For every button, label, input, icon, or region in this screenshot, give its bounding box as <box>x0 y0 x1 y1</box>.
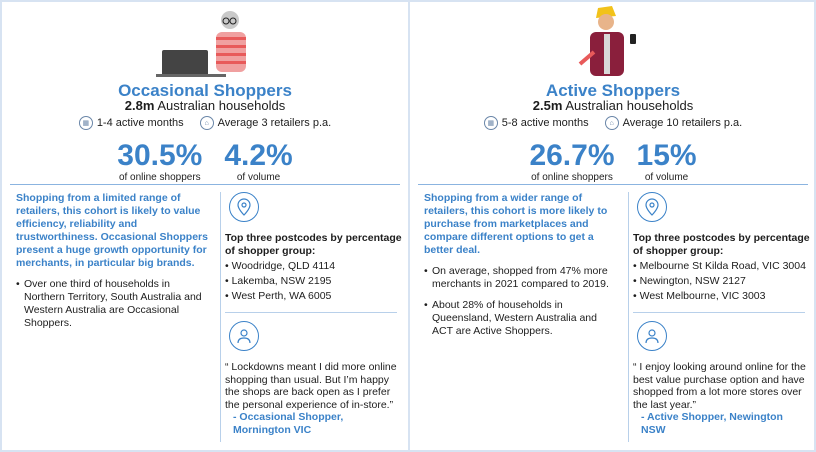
panel-title: Occasional Shoppers <box>118 81 292 100</box>
list-item: • Over one third of households in Norther… <box>16 278 208 330</box>
volume-stat: 4.2% of volume <box>224 139 293 184</box>
postcode-column: Top three postcodes by percentage of sho… <box>220 192 402 442</box>
postcode-text: Newington, NSW 2127 <box>639 275 746 287</box>
stat-label: of online shoppers <box>118 172 201 183</box>
list-item-text: Over one third of households in Northern… <box>24 278 202 329</box>
store-icon: ⌂ <box>604 116 619 130</box>
description-column: Shopping from a limited range of retaile… <box>16 192 208 330</box>
occasional-shoppers-panel: Occasional Shoppers 2.8m Australian hous… <box>2 0 408 452</box>
postcode-text: Lakemba, NSW 2195 <box>231 275 332 287</box>
postcode-text: Melbourne St Kilda Road, VIC 3004 <box>639 260 806 272</box>
quote-attribution: - Active Shopper, Newington NSW <box>641 411 783 436</box>
postcode-text: West Melbourne, VIC 3003 <box>639 290 766 302</box>
location-pin-icon <box>229 192 259 222</box>
stat-value: 30.5% <box>117 139 203 172</box>
list-item: • West Perth, WA 6005 <box>225 290 332 302</box>
stat-value: 26.7% <box>529 139 615 172</box>
description-column: Shopping from a wider range of retailers… <box>424 192 616 338</box>
online-shoppers-stat: 30.5% of online shoppers <box>117 139 203 184</box>
households-label: Australian households <box>157 98 286 113</box>
quote-text: “ I enjoy looking around online for the … <box>633 361 806 411</box>
retailers-label: Average 10 retailers p.a. <box>622 117 743 129</box>
tag-row: ▦ 1-4 active months ⌂ Average 3 retailer… <box>2 116 408 130</box>
stat-label: of volume <box>236 172 281 183</box>
panel-divider <box>408 0 410 452</box>
retailers-tag: ⌂ Average 10 retailers p.a. <box>604 116 743 130</box>
stat-value: 15% <box>636 139 697 172</box>
stat-label: of online shoppers <box>531 172 613 183</box>
person-phone-illustration <box>578 6 636 76</box>
active-months-label: 5-8 active months <box>501 117 589 129</box>
postcode-text: West Perth, WA 6005 <box>231 290 332 302</box>
online-shoppers-stat: 26.7% of online shoppers <box>529 139 615 184</box>
active-months-tag: ▦ 5-8 active months <box>483 116 589 130</box>
tag-row: ▦ 5-8 active months ⌂ Average 10 retaile… <box>410 116 816 130</box>
list-item: • Newington, NSW 2127 <box>633 275 746 287</box>
active-months-label: 1-4 active months <box>96 117 184 129</box>
section-divider <box>10 184 400 185</box>
households-line: 2.8m Australian households <box>2 98 408 113</box>
intro-text: Shopping from a limited range of retaile… <box>16 192 208 269</box>
postcode-title: Top three postcodes by percentage of sho… <box>633 232 810 257</box>
list-item: • Melbourne St Kilda Road, VIC 3004 <box>633 260 806 272</box>
retailers-label: Average 3 retailers p.a. <box>217 117 332 129</box>
list-item: • Lakemba, NSW 2195 <box>225 275 332 287</box>
location-pin-icon <box>637 192 667 222</box>
divider <box>225 312 397 313</box>
households-line: 2.5m Australian households <box>410 98 816 113</box>
user-icon <box>229 321 259 351</box>
stat-row: 30.5% of online shoppers 4.2% of volume <box>2 139 408 184</box>
households-value: 2.8m <box>124 98 155 113</box>
list-item: • About 28% of households in Queensland, … <box>424 299 616 338</box>
list-item: • On average, shopped from 47% more merch… <box>424 265 616 291</box>
list-item: • Woodridge, QLD 4114 <box>225 260 336 272</box>
quote-attribution: - Occasional Shopper, Mornington VIC <box>233 411 344 436</box>
list-item: • West Melbourne, VIC 3003 <box>633 290 766 302</box>
intro-text: Shopping from a wider range of retailers… <box>424 192 608 256</box>
retailers-tag: ⌂ Average 3 retailers p.a. <box>199 116 332 130</box>
calendar-icon: ▦ <box>78 116 93 130</box>
active-months-tag: ▦ 1-4 active months <box>78 116 184 130</box>
section-divider <box>418 184 808 185</box>
panel-title: Active Shoppers <box>545 81 681 100</box>
list-item-text: On average, shopped from 47% more mercha… <box>432 265 609 290</box>
store-icon: ⌂ <box>199 116 214 130</box>
households-value: 2.5m <box>532 98 563 113</box>
postcode-column: Top three postcodes by percentage of sho… <box>628 192 810 442</box>
stat-row: 26.7% of online shoppers 15% of volume <box>410 139 816 184</box>
user-icon <box>637 321 667 351</box>
active-shoppers-panel: Active Shoppers 2.5m Australian househol… <box>410 0 816 452</box>
quote-text: “ Lockdowns meant I did more online shop… <box>225 361 397 411</box>
volume-stat: 15% of volume <box>636 139 697 184</box>
list-item-text: About 28% of households in Queensland, W… <box>432 299 597 337</box>
households-label: Australian households <box>565 98 694 113</box>
postcode-text: Woodridge, QLD 4114 <box>231 260 336 272</box>
stat-label: of volume <box>644 172 689 183</box>
stat-value: 4.2% <box>224 139 293 172</box>
person-laptop-illustration <box>156 11 246 77</box>
calendar-icon: ▦ <box>483 116 498 130</box>
postcode-title: Top three postcodes by percentage of sho… <box>225 232 402 257</box>
divider <box>633 312 805 313</box>
